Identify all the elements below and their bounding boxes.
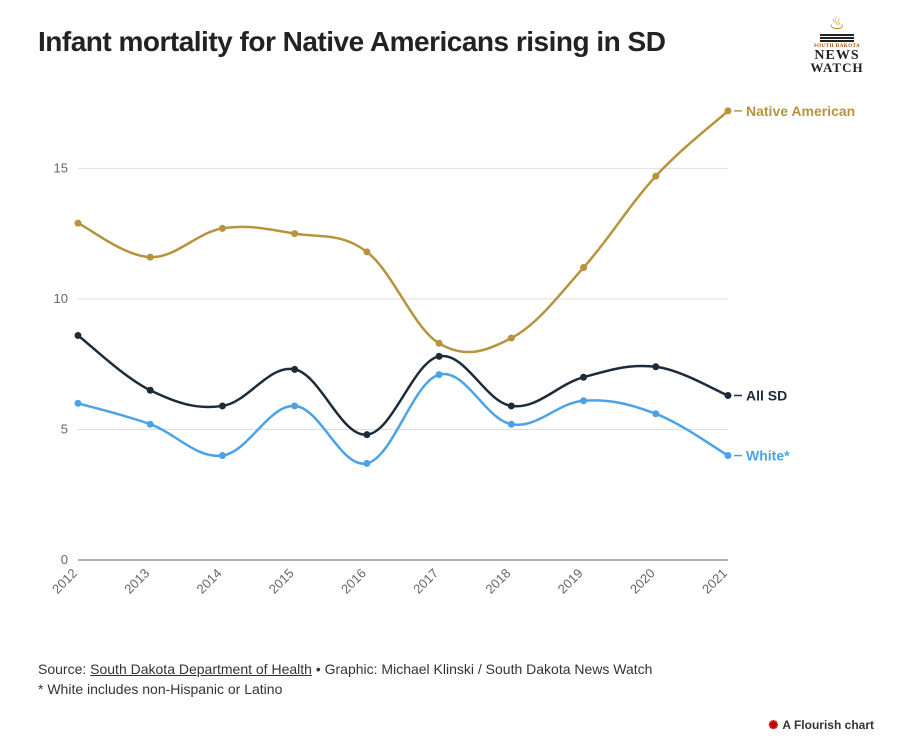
- x-tick: 2016: [338, 566, 369, 597]
- chart-title: Infant mortality for Native Americans ri…: [38, 26, 665, 58]
- series-label-native: Native American: [746, 103, 855, 119]
- series-point-white: [652, 410, 659, 417]
- x-tick-label: 2014: [194, 566, 225, 597]
- chart-frame: Infant mortality for Native Americans ri…: [0, 0, 900, 744]
- series-point-allsd: [725, 392, 732, 399]
- series-point-native: [147, 254, 154, 261]
- source-block: Source: South Dakota Department of Healt…: [38, 660, 652, 699]
- source-link[interactable]: South Dakota Department of Health: [90, 661, 312, 677]
- series-line-white: [78, 374, 728, 464]
- series-point-white: [363, 460, 370, 467]
- flame-icon: ♨: [804, 14, 870, 32]
- series-point-allsd: [436, 353, 443, 360]
- series-point-white: [75, 400, 82, 407]
- series-point-white: [580, 397, 587, 404]
- x-tick-label: 2013: [121, 566, 152, 597]
- series-line-native: [78, 111, 728, 352]
- x-tick: 2015: [266, 566, 297, 597]
- series-point-native: [436, 340, 443, 347]
- publisher-logo: ♨ SOUTH DAKOTA NEWS WATCH: [804, 14, 870, 75]
- series-point-native: [580, 264, 587, 271]
- series-point-allsd: [580, 374, 587, 381]
- x-tick-label: 2019: [555, 566, 586, 597]
- line-chart-svg: 0 5 10 15 2012 2013 2014 2015 2016 2017 2018 2019 20…: [38, 80, 868, 620]
- series-point-white: [436, 371, 443, 378]
- series-point-native: [508, 335, 515, 342]
- x-tick-label: 2012: [49, 566, 80, 597]
- x-tick: 2021: [699, 566, 730, 597]
- x-tick: 2020: [627, 566, 658, 597]
- series-point-allsd: [508, 402, 515, 409]
- series-point-allsd: [147, 387, 154, 394]
- series-point-native: [652, 173, 659, 180]
- x-tick: 2019: [555, 566, 586, 597]
- x-tick-label: 2020: [627, 566, 658, 597]
- logo-bars-icon: [820, 34, 854, 42]
- x-tick-label: 2021: [699, 566, 730, 597]
- series-point-native: [363, 248, 370, 255]
- flourish-label: A Flourish chart: [782, 718, 874, 732]
- series-point-allsd: [363, 431, 370, 438]
- x-tick-label: 2018: [482, 566, 513, 597]
- source-footnote: * White includes non-Hispanic or Latino: [38, 681, 282, 697]
- chart-area: 0 5 10 15 2012 2013 2014 2015 2016 2017 2018 2019 20…: [38, 80, 868, 620]
- series-point-allsd: [75, 332, 82, 339]
- x-tick-label: 2015: [266, 566, 297, 597]
- series-point-native: [75, 220, 82, 227]
- y-tick-label: 10: [54, 291, 68, 306]
- y-tick-label: 5: [61, 421, 68, 436]
- series-point-allsd: [291, 366, 298, 373]
- source-suffix: • Graphic: Michael Klinski / South Dakot…: [312, 661, 653, 677]
- series-point-allsd: [219, 402, 226, 409]
- y-tick-label: 0: [61, 552, 68, 567]
- series-point-white: [219, 452, 226, 459]
- series-label-allsd: All SD: [746, 388, 787, 404]
- y-tick-label: 15: [54, 160, 68, 175]
- series-point-white: [725, 452, 732, 459]
- series-point-white: [508, 421, 515, 428]
- x-tick: 2012: [49, 566, 80, 597]
- x-tick-label: 2016: [338, 566, 369, 597]
- x-tick: 2017: [410, 566, 441, 597]
- flourish-icon: ✺: [768, 718, 778, 732]
- series-point-white: [291, 402, 298, 409]
- series-point-native: [291, 230, 298, 237]
- x-tick: 2014: [194, 566, 225, 597]
- series-point-allsd: [652, 363, 659, 370]
- x-tick: 2018: [482, 566, 513, 597]
- series-point-native: [219, 225, 226, 232]
- logo-line2: WATCH: [804, 62, 870, 74]
- series-label-white: White*: [746, 448, 790, 464]
- flourish-credit[interactable]: ✺ A Flourish chart: [768, 718, 874, 732]
- series-point-native: [725, 107, 732, 114]
- source-prefix: Source:: [38, 661, 90, 677]
- x-tick: 2013: [121, 566, 152, 597]
- series-point-white: [147, 421, 154, 428]
- x-tick-label: 2017: [410, 566, 441, 597]
